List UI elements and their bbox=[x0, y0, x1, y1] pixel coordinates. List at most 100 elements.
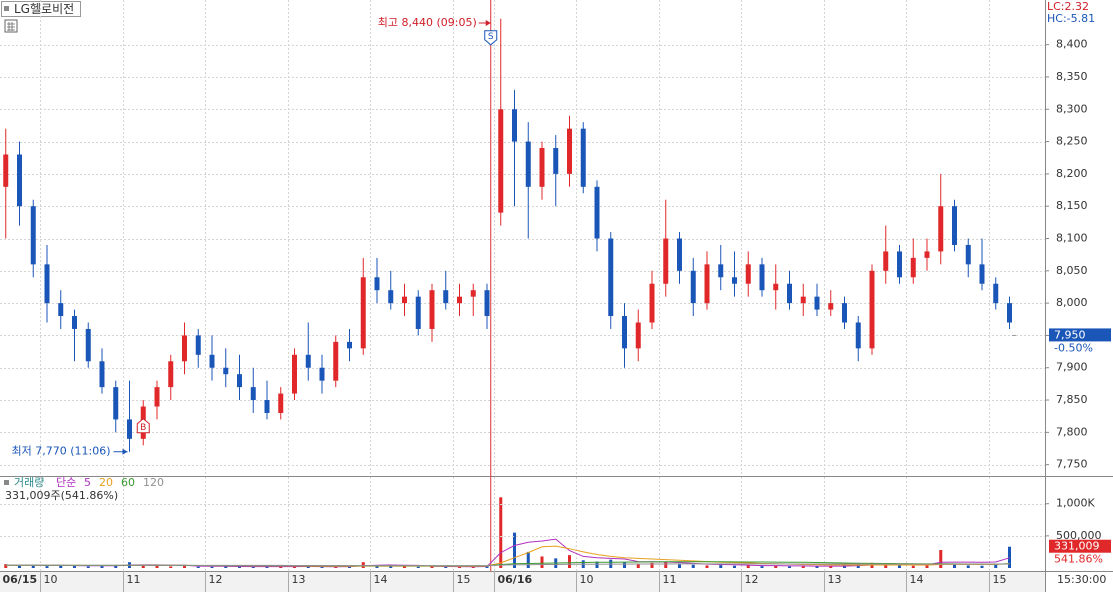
x-tick-label: 13 bbox=[828, 573, 842, 586]
last-price-label: 7,950 bbox=[1054, 328, 1086, 341]
volume-bar bbox=[801, 566, 805, 568]
candle-body bbox=[278, 393, 284, 413]
x-axis-strip bbox=[0, 571, 1045, 592]
candle-body bbox=[319, 367, 325, 381]
candle-body bbox=[525, 141, 531, 187]
volume-bar bbox=[691, 564, 695, 568]
candle-body bbox=[402, 296, 407, 304]
y-tick-label: 8,350 bbox=[1056, 70, 1088, 83]
y-tick-label: 7,850 bbox=[1056, 393, 1088, 406]
candle-body bbox=[677, 238, 682, 271]
candle-body bbox=[869, 270, 875, 349]
candle-body bbox=[264, 400, 270, 413]
high-arrowhead bbox=[485, 20, 491, 26]
volume-bar bbox=[293, 566, 296, 568]
x-tick-label: 06/16 bbox=[498, 573, 533, 586]
calendar-icon-grid bbox=[7, 22, 15, 31]
volume-bar bbox=[471, 566, 475, 568]
x-end-label: 15:30:00 bbox=[1057, 573, 1106, 586]
candle-body bbox=[113, 387, 119, 420]
candle-body bbox=[360, 277, 366, 349]
candle-body bbox=[415, 296, 421, 329]
candle-body bbox=[553, 148, 559, 174]
volume-bar bbox=[705, 565, 709, 568]
volume-bar bbox=[183, 566, 186, 568]
volume-bar bbox=[966, 565, 970, 568]
volume-bar bbox=[678, 564, 681, 568]
volume-bar bbox=[898, 565, 901, 568]
volume-bar bbox=[1008, 546, 1011, 568]
candle-body bbox=[855, 322, 861, 349]
volume-bar bbox=[526, 551, 530, 568]
candle-body bbox=[539, 148, 545, 187]
candle-body bbox=[72, 316, 77, 329]
volume-bar bbox=[251, 566, 255, 568]
volume-bar bbox=[939, 550, 943, 568]
volume-bar bbox=[664, 561, 668, 568]
candle-body bbox=[99, 361, 105, 388]
x-tick-label: 15 bbox=[457, 573, 471, 586]
volume-bar bbox=[994, 564, 998, 568]
legend-entry: 120 bbox=[143, 476, 164, 489]
volume-bar bbox=[953, 564, 956, 568]
buy-signal bbox=[136, 418, 150, 434]
candle-body bbox=[897, 251, 902, 278]
candle-body bbox=[745, 264, 751, 284]
volume-bar bbox=[31, 564, 35, 568]
candle-body bbox=[374, 277, 380, 291]
candle-body bbox=[127, 419, 132, 439]
candle-body bbox=[594, 186, 600, 239]
volume-bar bbox=[884, 564, 888, 568]
volume-bar bbox=[458, 567, 461, 568]
candle-body bbox=[773, 283, 779, 291]
candle-body bbox=[938, 206, 944, 252]
legend-entry: 거래량 bbox=[14, 476, 44, 489]
candle-body bbox=[85, 328, 91, 362]
volume-bar bbox=[59, 565, 63, 568]
candle-body bbox=[305, 354, 311, 368]
x-tick-label: 14 bbox=[910, 573, 924, 586]
candle-body bbox=[237, 374, 242, 388]
candle-body bbox=[663, 238, 669, 284]
candle-body bbox=[195, 335, 201, 355]
volume-bar bbox=[114, 565, 118, 568]
volume-bar bbox=[375, 565, 379, 568]
candle-body bbox=[787, 283, 792, 304]
candle-body bbox=[457, 296, 462, 304]
candle-body bbox=[842, 303, 847, 323]
last-price-change: -0.50% bbox=[1054, 341, 1093, 354]
candle-body bbox=[759, 264, 765, 291]
volume-bar bbox=[169, 566, 173, 568]
volume-bar bbox=[444, 566, 448, 568]
candle-body bbox=[580, 128, 586, 187]
y-tick-label: 8,000 bbox=[1056, 296, 1088, 309]
candle-body bbox=[3, 154, 9, 187]
candle-body bbox=[718, 264, 724, 278]
ma-line bbox=[5, 563, 1010, 567]
x-tick-label: 14 bbox=[374, 573, 388, 586]
volume-bar bbox=[403, 566, 406, 568]
volume-summary: 331,009주(541.86%) bbox=[5, 489, 118, 502]
x-tick-label: 13 bbox=[292, 573, 306, 586]
calendar-icon[interactable] bbox=[4, 19, 18, 33]
candle-body bbox=[484, 290, 490, 317]
x-tick-label: 12 bbox=[209, 573, 223, 586]
candle-body bbox=[498, 109, 504, 213]
title-icon bbox=[4, 6, 9, 11]
volume-bar bbox=[86, 566, 90, 568]
volume-bar bbox=[45, 566, 49, 568]
volume-bar bbox=[499, 497, 503, 568]
candle-body bbox=[250, 387, 256, 401]
candle-body bbox=[44, 264, 50, 304]
candle-body bbox=[965, 244, 971, 265]
volume-bar bbox=[210, 566, 214, 568]
last-volume-box bbox=[1049, 539, 1111, 553]
volume-bar bbox=[389, 566, 393, 568]
volume-bar bbox=[925, 565, 929, 568]
candle-body bbox=[168, 361, 174, 388]
candle-body bbox=[223, 367, 229, 375]
x-tick-label: 11 bbox=[663, 573, 677, 586]
volume-bar bbox=[595, 561, 599, 568]
y-tick-label: 8,100 bbox=[1056, 232, 1088, 245]
candle-body bbox=[828, 303, 834, 310]
